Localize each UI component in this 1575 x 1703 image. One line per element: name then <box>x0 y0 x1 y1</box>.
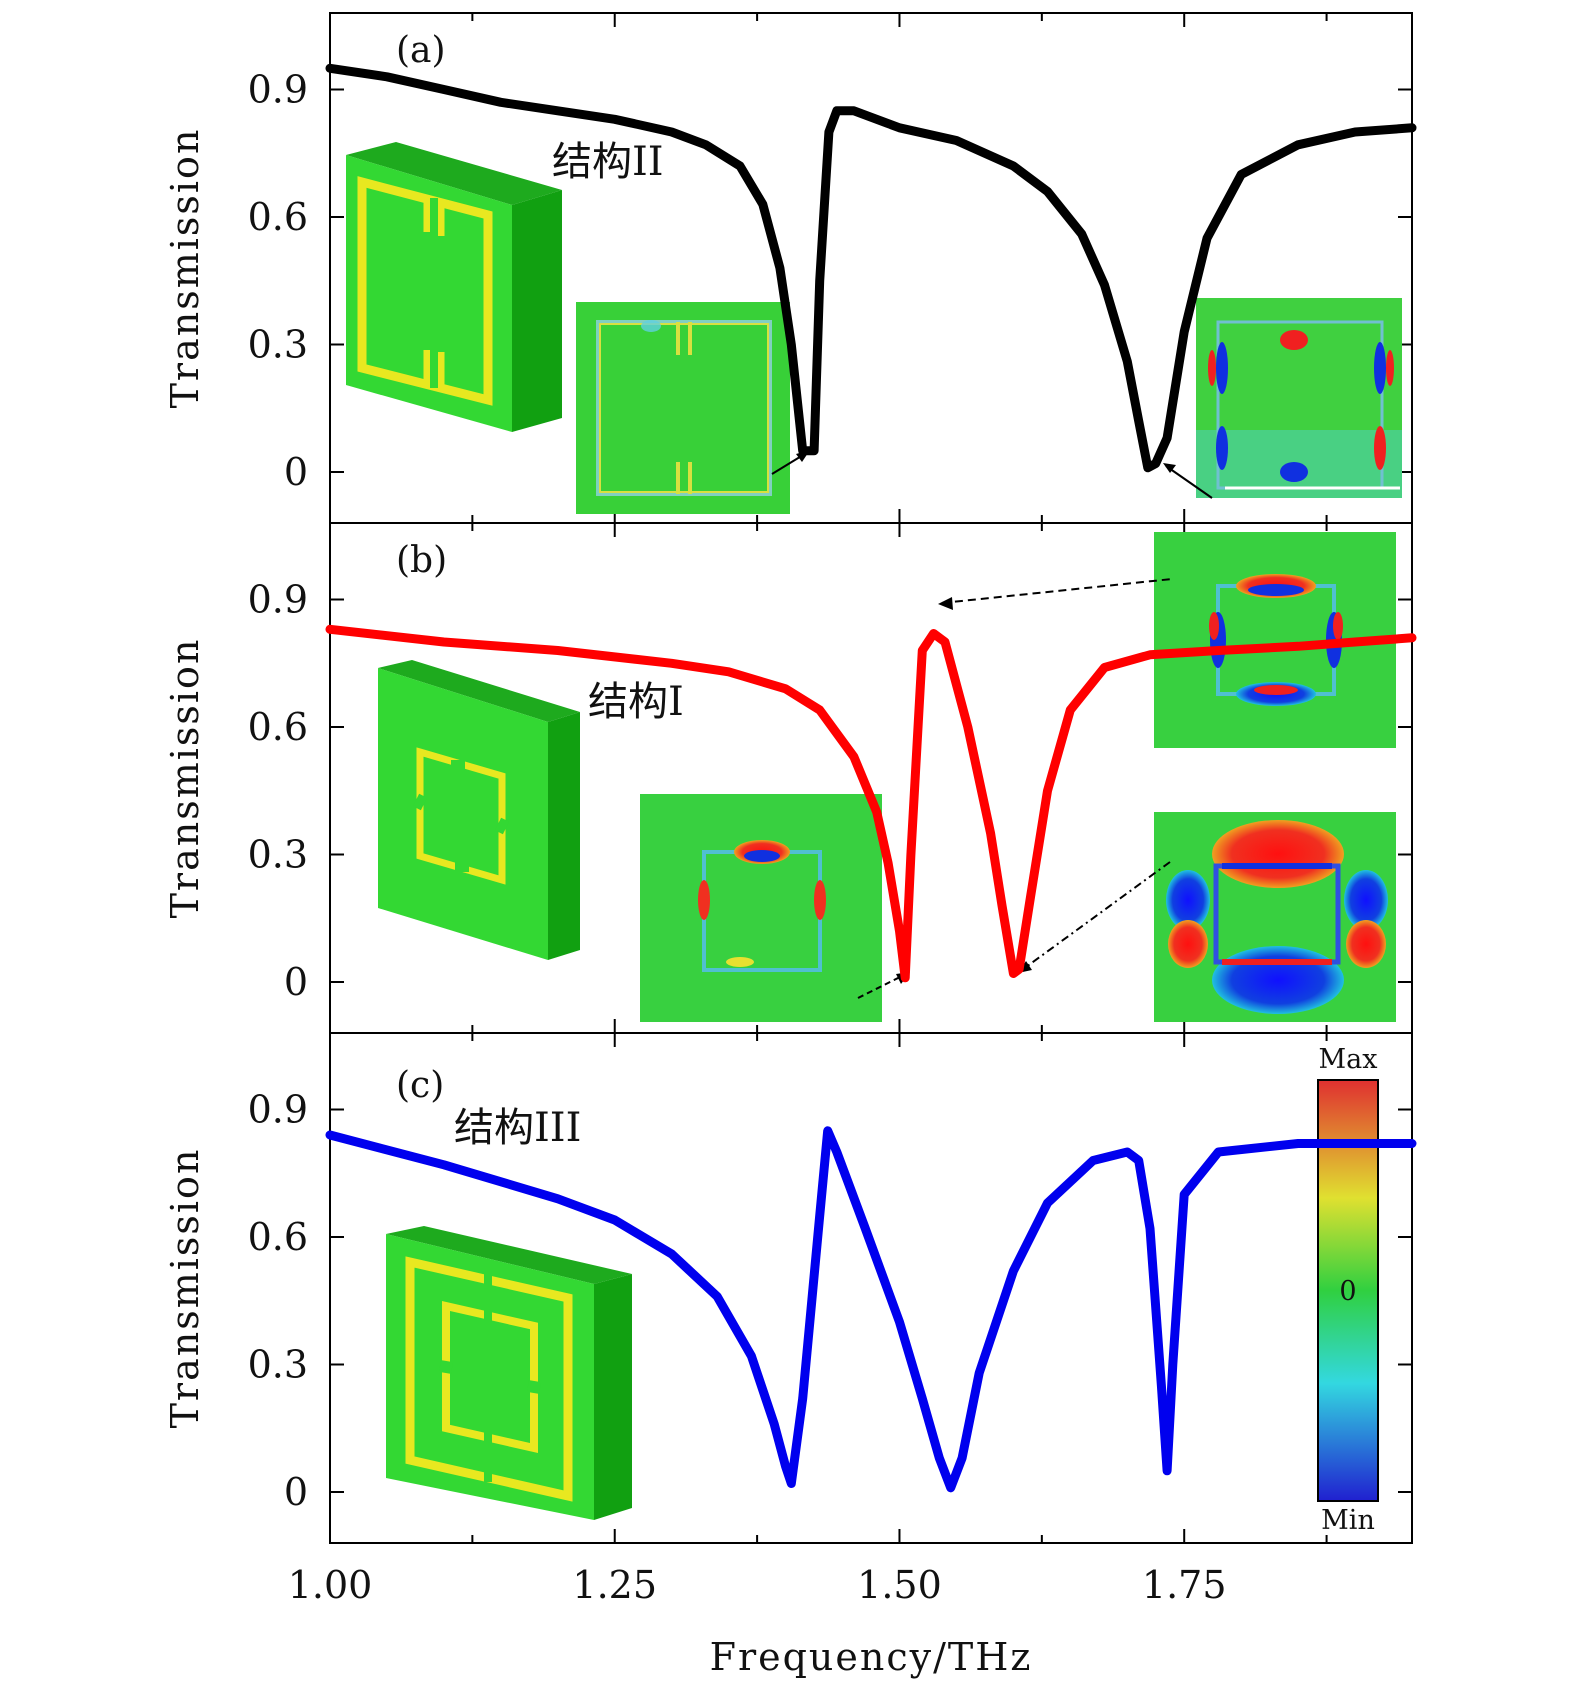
structure-ii-3d-model <box>346 142 562 432</box>
panel-a-curve-group <box>325 63 1417 473</box>
panel-c-ylabel: Transmission <box>163 1148 207 1429</box>
ytick-label-b-2: 0.6 <box>248 705 308 749</box>
ytick-label-a-3: 0.9 <box>248 68 308 112</box>
structure-iii-3d-model <box>386 1226 632 1520</box>
xtick-label-2: 1.50 <box>857 1563 942 1607</box>
panel-c-frame <box>329 1032 1413 1544</box>
ytick-label-c-1: 0.3 <box>248 1343 308 1387</box>
arrow-b-dip2 <box>1021 861 1171 971</box>
ytick-label-c-0: 0 <box>284 1470 308 1514</box>
panel-a: (a) 结构II 0 0.3 0.6 0.9 <box>248 12 1417 524</box>
panel-b-structure-label: 结构I <box>588 679 684 725</box>
field-map-b-dip2 <box>1154 812 1396 1022</box>
arrow-b-peak-head <box>938 597 953 610</box>
x-axis-label: Frequency/THz <box>710 1635 1033 1679</box>
panel-a-ticks: 0 0.3 0.6 0.9 <box>248 13 1412 523</box>
ytick-label-a-0: 0 <box>284 450 308 494</box>
structure-i-3d-model <box>378 660 580 960</box>
ytick-label-c-3: 0.9 <box>248 1088 308 1132</box>
colorbar-min-label: Min <box>1321 1505 1375 1536</box>
panel-b-label: (b) <box>396 540 447 581</box>
panel-b: (b) 结构I 0 0.3 0.6 0.9 <box>248 522 1417 1034</box>
panel-a-ylabel: Transmission <box>163 128 207 409</box>
series-line-c-0 <box>325 1126 1417 1493</box>
arrow-a-2-head <box>1163 463 1176 473</box>
series-line-a-0 <box>325 63 1417 473</box>
colorbar-gradient <box>1317 1079 1379 1502</box>
colorbar-max-label: Max <box>1319 1044 1378 1075</box>
panel-c-structure-label: 结构III <box>454 1105 581 1151</box>
arrow-b-peak <box>941 578 1173 604</box>
ytick-label-b-3: 0.9 <box>248 578 308 622</box>
ytick-label-c-2: 0.6 <box>248 1215 308 1259</box>
ytick-label-a-1: 0.3 <box>248 323 308 367</box>
panel-c: (c) 结构III 0 0.3 0.6 0.9 Max 0 Min <box>248 1032 1417 1544</box>
xtick-label-1: 1.25 <box>572 1563 657 1607</box>
ytick-label-b-0: 0 <box>284 960 308 1004</box>
field-map-a-mode2 <box>1196 298 1402 498</box>
xtick-label-0: 1.00 <box>288 1563 373 1607</box>
xtick-label-3: 1.75 <box>1142 1563 1227 1607</box>
x-tick-labels: 1.00 1.25 1.50 1.75 <box>288 1563 1227 1607</box>
arrow-a-2 <box>1165 465 1213 499</box>
field-map-b-dip1 <box>640 794 882 1022</box>
panel-b-ticks: 0 0.3 0.6 0.9 <box>248 523 1412 1033</box>
ytick-label-a-2: 0.6 <box>248 195 308 239</box>
series-line-b-0 <box>325 624 1417 983</box>
panel-b-curve-group <box>325 624 1417 983</box>
field-map-a-mode1 <box>576 302 790 514</box>
panel-b-ylabel: Transmission <box>163 638 207 919</box>
colorbar: Max 0 Min <box>1317 1044 1379 1536</box>
panel-a-structure-label: 结构II <box>552 139 664 185</box>
panel-c-ticks: 0 0.3 0.6 0.9 <box>248 1033 1412 1543</box>
panel-a-label: (a) <box>396 30 446 71</box>
colorbar-zero-label: 0 <box>1339 1276 1356 1307</box>
panel-c-label: (c) <box>396 1065 444 1106</box>
ytick-label-b-1: 0.3 <box>248 833 308 877</box>
panel-c-curve-group <box>325 1126 1417 1493</box>
